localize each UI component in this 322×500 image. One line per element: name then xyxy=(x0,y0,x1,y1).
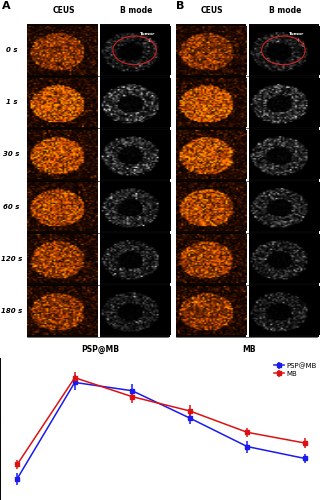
Text: 60 s: 60 s xyxy=(3,204,20,210)
Bar xyxy=(27,128,98,180)
Bar xyxy=(249,24,319,76)
Bar xyxy=(100,24,170,76)
Text: A: A xyxy=(2,0,10,10)
Bar xyxy=(249,284,319,337)
Text: 30 s: 30 s xyxy=(3,152,20,158)
Bar xyxy=(27,232,98,284)
Bar xyxy=(176,76,246,128)
Bar xyxy=(249,180,319,233)
Text: 0 s: 0 s xyxy=(6,48,17,54)
Text: B: B xyxy=(176,0,185,10)
Bar xyxy=(100,180,170,233)
Text: Tumor: Tumor xyxy=(289,32,304,41)
Bar xyxy=(176,180,246,233)
Text: PSP@MB: PSP@MB xyxy=(81,345,119,354)
Bar xyxy=(100,76,170,128)
Bar xyxy=(176,24,246,76)
Text: CEUS: CEUS xyxy=(52,6,75,15)
Text: Tumor: Tumor xyxy=(140,32,155,41)
Text: B mode: B mode xyxy=(269,6,301,15)
Text: 1 s: 1 s xyxy=(6,100,17,105)
Bar xyxy=(27,284,98,337)
Bar xyxy=(100,128,170,180)
Bar xyxy=(100,284,170,337)
Text: 180 s: 180 s xyxy=(1,308,22,314)
Text: CEUS: CEUS xyxy=(201,6,223,15)
Bar xyxy=(176,232,246,284)
Bar xyxy=(176,128,246,180)
Bar xyxy=(249,76,319,128)
Legend: PSP@MB, MB: PSP@MB, MB xyxy=(272,361,318,378)
Bar xyxy=(100,232,170,284)
Bar xyxy=(176,284,246,337)
Bar xyxy=(27,24,98,76)
Text: 120 s: 120 s xyxy=(1,256,22,262)
Text: MB: MB xyxy=(242,345,255,354)
Text: B mode: B mode xyxy=(120,6,152,15)
Bar xyxy=(249,128,319,180)
Bar xyxy=(27,180,98,233)
Bar xyxy=(27,76,98,128)
Bar xyxy=(249,232,319,284)
